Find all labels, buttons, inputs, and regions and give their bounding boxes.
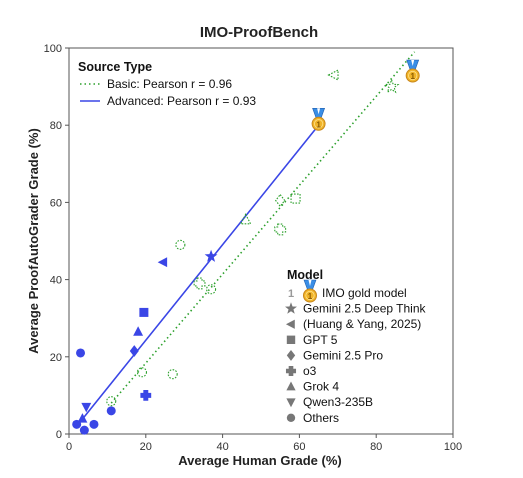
advanced-point-triangle-up-7 [133,326,144,336]
basic-point-plus-6 [274,223,287,236]
basic-point-triangle-up-9 [239,213,252,225]
legend-rank-glyph: 1 [288,288,294,300]
basic-point-circle-3 [175,239,186,250]
x-tick-label: 60 [293,441,305,453]
basic-point-circle-0 [106,396,117,407]
legend-marker-gold: 1 [303,279,317,303]
legend-model-title: Model [287,268,323,282]
y-tick-label: 80 [50,120,62,132]
legend-marker-triangle-up [286,381,296,391]
y-tick-label: 40 [50,275,62,287]
basic-point-plus-5 [193,277,206,290]
svg-text:1: 1 [316,120,321,129]
legend-advanced-label: Advanced: Pearson r = 0.93 [107,94,256,108]
basic-point-diamond-7 [275,193,286,208]
y-tick-label: 100 [44,43,62,55]
legend-marker-triangle-left [285,319,295,329]
legend-source-type: Source Type Basic: Pearson r = 0.96 Adva… [78,60,256,108]
legend-model-label: IMO gold model [322,286,407,300]
fit-lines [76,51,416,427]
advanced-point-triangle-down-5 [81,402,92,413]
plot-frame [68,47,454,435]
legend-model-label: GPT 5 [303,333,338,347]
y-axis-label: Average ProofAutoGrader Grade (%) [26,128,41,354]
advanced-point-gold-13: 1 [311,107,326,131]
basic-point-circle-1 [136,367,148,378]
legend-marker-circle [286,413,296,422]
legend-marker-star [285,302,297,314]
advanced-point-triangle-up-6 [77,413,88,423]
x-tick-label: 80 [370,441,382,453]
legend-source-title: Source Type [78,60,152,74]
data-points: 11 [72,59,420,435]
basic-point-gold-12: 1 [405,59,420,83]
legend-model-label: Grok 4 [303,380,339,394]
svg-text:1: 1 [308,292,313,301]
legend-marker-square [286,335,296,344]
chart-title: IMO-ProofBench [200,24,318,41]
advanced-point-star-12 [204,249,218,262]
advanced-point-diamond-9 [129,345,139,357]
x-tick-label: 20 [140,441,152,453]
advanced-point-circle-0 [76,348,86,358]
x-axis-label: Average Human Grade (%) [178,453,342,468]
legend-marker-triangle-down [286,398,296,408]
advanced-point-plus-10 [140,390,152,401]
legend-basic-label: Basic: Pearson r = 0.96 [107,77,232,91]
basic-point-circle-2 [167,369,178,380]
x-tick-label: 40 [216,441,228,453]
legend-model-label: o3 [303,364,317,378]
y-tick-label: 0 [56,429,62,441]
advanced-point-circle-3 [89,419,99,429]
legend-model-label: Gemini 2.5 Pro [303,348,383,362]
basic-point-circle-4 [206,284,217,295]
legend-model-label: (Huang & Yang, 2025) [303,317,421,331]
axis-ticks: 0 20 40 60 80 100 0 20 40 60 80 100 [44,43,463,453]
legend-marker-diamond [286,349,296,361]
legend-model-label: Others [303,411,339,425]
basic-point-star-11 [383,78,400,94]
legend-marker-plus [285,365,297,377]
svg-text:1: 1 [410,72,415,81]
legend-model-label: Gemini 2.5 Deep Think [303,302,427,316]
basic-fit-line [110,51,416,404]
basic-point-triangle-left-10 [327,69,339,81]
x-tick-label: 100 [444,441,462,453]
advanced-point-circle-2 [79,425,89,435]
y-tick-label: 60 [50,197,62,209]
basic-point-square-8 [290,193,301,204]
advanced-fit-line [76,124,320,427]
y-tick-label: 20 [50,352,62,364]
advanced-point-square-8 [139,307,149,317]
advanced-point-circle-4 [106,406,116,416]
x-tick-label: 0 [66,441,72,453]
legend-model: Model 1 1 IMO gold model Gemini 2.5 Deep Th… [285,268,427,425]
advanced-point-triangle-left-11 [157,257,168,268]
legend-model-label: Qwen3-235B [303,395,373,409]
